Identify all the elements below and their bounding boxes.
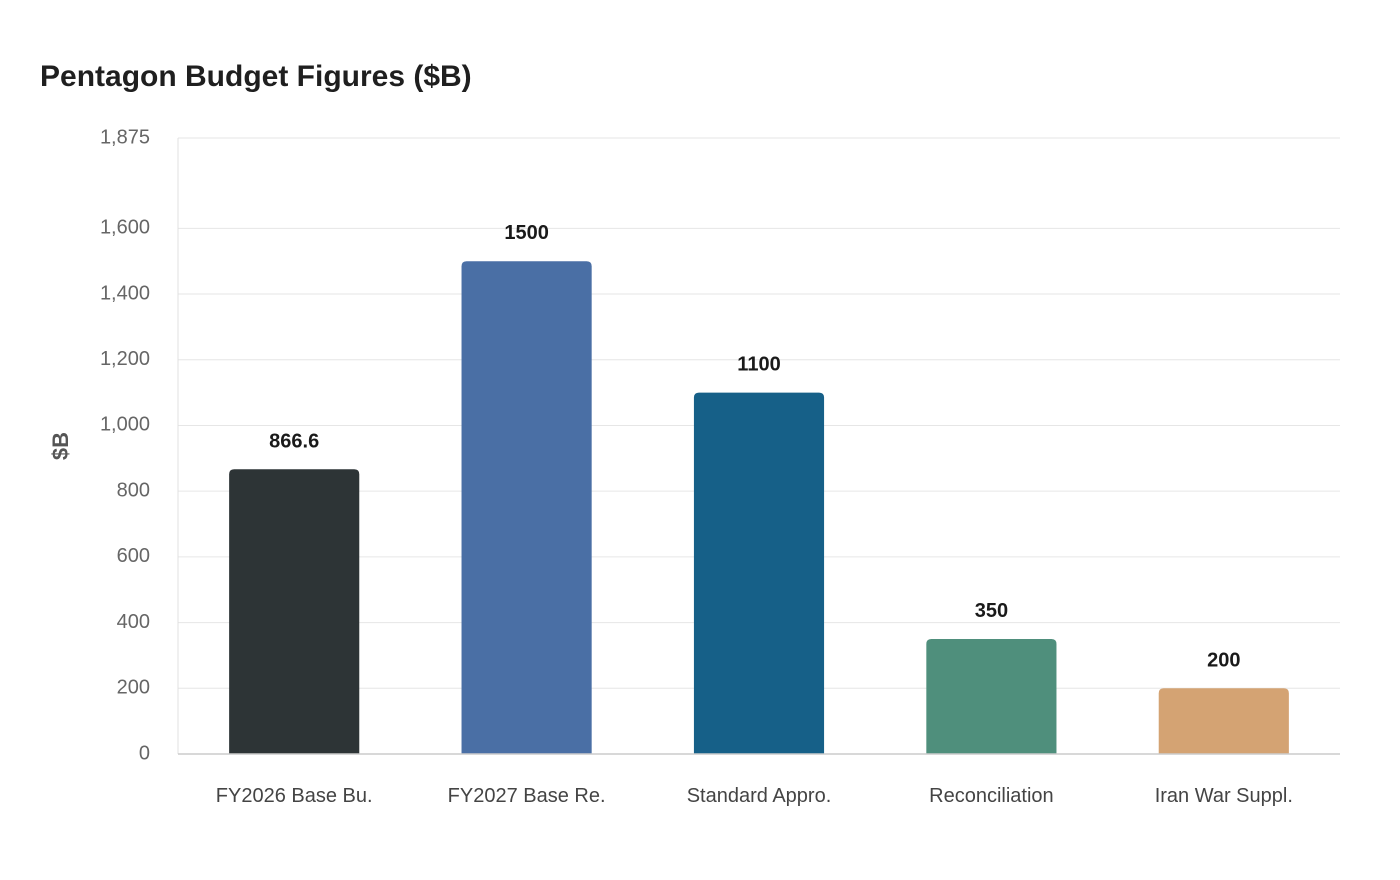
y-tick-label: 1,600	[100, 217, 150, 239]
bar	[1158, 688, 1289, 754]
bar-value-label: 1100	[737, 354, 780, 376]
y-tick-label: 600	[117, 545, 150, 567]
bar-value-label: 200	[1207, 649, 1240, 671]
y-axis-ticks: 0 200 400 600 800 1,000 1,200 1,400 1,600 1,875	[100, 126, 150, 764]
x-tick-label: Iran War Suppl.	[1155, 785, 1293, 807]
y-tick-label: 1,000	[100, 414, 150, 436]
y-tick-label: 200	[117, 677, 150, 699]
bars	[229, 261, 1289, 754]
bar-value-label: 350	[975, 600, 1008, 622]
chart-title: Pentagon Budget Figures ($B)	[40, 60, 472, 93]
y-tick-label: 0	[139, 742, 150, 764]
bar-value-label: 866.6	[269, 430, 319, 452]
y-tick-label: 400	[117, 611, 150, 633]
y-tick-label: 1,875	[100, 126, 150, 148]
value-labels: 866.6 1500 1100 350 200	[269, 222, 1240, 671]
y-axis-title: $B	[48, 432, 73, 460]
x-tick-label: Standard Appro.	[687, 785, 832, 807]
y-tick-label: 800	[117, 479, 150, 501]
x-tick-label: FY2027 Base Re.	[448, 785, 606, 807]
y-tick-label: 1,400	[100, 282, 150, 304]
x-axis-ticks: FY2026 Base Bu. FY2027 Base Re. Standard A…	[216, 785, 1293, 807]
x-tick-label: FY2026 Base Bu.	[216, 785, 373, 807]
bar	[926, 639, 1057, 754]
bar	[693, 392, 825, 754]
x-tick-label: Reconciliation	[929, 785, 1054, 807]
bar-value-label: 1500	[504, 222, 549, 244]
bar	[229, 469, 360, 754]
bar	[461, 261, 592, 754]
y-tick-label: 1,200	[100, 348, 150, 370]
